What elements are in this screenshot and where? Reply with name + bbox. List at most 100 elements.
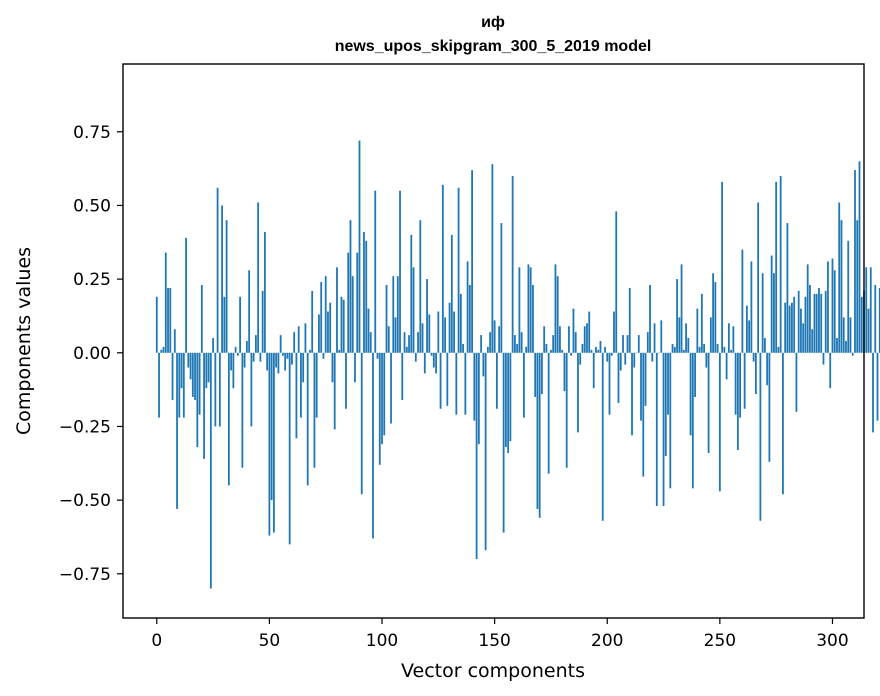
bar bbox=[779, 175, 782, 353]
bar bbox=[471, 170, 473, 353]
bar bbox=[304, 323, 307, 353]
bar bbox=[412, 267, 415, 353]
bar bbox=[802, 323, 805, 353]
bar bbox=[696, 308, 699, 353]
bar bbox=[628, 287, 631, 353]
bar bbox=[378, 352, 381, 465]
bar bbox=[786, 223, 789, 353]
bar bbox=[457, 187, 460, 353]
bar bbox=[752, 352, 755, 362]
bar bbox=[358, 140, 361, 353]
bar bbox=[282, 352, 284, 356]
bar bbox=[318, 314, 320, 353]
bar bbox=[651, 352, 654, 362]
bar bbox=[671, 343, 674, 353]
bar bbox=[836, 338, 838, 353]
bar bbox=[466, 261, 469, 353]
bar bbox=[399, 190, 401, 353]
bar bbox=[191, 352, 194, 397]
bar bbox=[516, 343, 519, 353]
bar bbox=[586, 323, 588, 353]
bar bbox=[216, 187, 219, 353]
bar bbox=[723, 346, 726, 353]
bar bbox=[556, 276, 559, 353]
bar bbox=[588, 311, 591, 353]
bar bbox=[182, 352, 185, 418]
bar bbox=[450, 234, 453, 353]
bar bbox=[545, 343, 548, 353]
bar bbox=[489, 332, 492, 353]
bar bbox=[205, 352, 208, 389]
bar bbox=[820, 293, 823, 353]
bar bbox=[514, 335, 516, 353]
bar bbox=[223, 296, 226, 353]
bar bbox=[676, 279, 678, 353]
bar bbox=[547, 352, 550, 474]
bar bbox=[523, 352, 525, 418]
bar bbox=[374, 190, 377, 353]
bar bbox=[565, 352, 568, 468]
bar bbox=[809, 285, 811, 353]
bar bbox=[736, 352, 739, 451]
bar bbox=[446, 352, 449, 406]
bar bbox=[243, 352, 246, 368]
bar bbox=[703, 343, 705, 353]
bar bbox=[252, 352, 255, 362]
bar bbox=[860, 296, 863, 353]
bar bbox=[838, 202, 841, 353]
bar bbox=[806, 264, 809, 353]
bar bbox=[176, 352, 178, 509]
bar bbox=[241, 352, 244, 468]
bar bbox=[171, 352, 174, 400]
chart-title-line2: news_upos_skipgram_300_5_2019 model bbox=[335, 38, 652, 55]
bar bbox=[218, 352, 221, 427]
bar bbox=[313, 352, 316, 468]
x-tick-label: 0 bbox=[151, 631, 162, 651]
bar bbox=[599, 341, 602, 353]
bar bbox=[351, 276, 354, 353]
bar bbox=[750, 261, 753, 353]
bar bbox=[597, 349, 600, 353]
bar bbox=[286, 352, 289, 359]
bar bbox=[827, 261, 829, 353]
bar bbox=[356, 252, 359, 353]
y-tick-label: 0.75 bbox=[73, 123, 111, 143]
x-tick-label: 200 bbox=[591, 631, 623, 651]
bar bbox=[435, 352, 437, 374]
bar bbox=[680, 264, 683, 353]
y-tick-label: 0.25 bbox=[73, 270, 111, 290]
bar bbox=[653, 323, 656, 353]
bar bbox=[833, 270, 836, 353]
bar bbox=[617, 352, 620, 403]
bar bbox=[302, 352, 305, 383]
bar bbox=[477, 352, 480, 445]
bar bbox=[667, 352, 669, 415]
bar bbox=[189, 352, 192, 380]
bar bbox=[658, 352, 660, 354]
bar bbox=[592, 352, 595, 389]
bar bbox=[419, 220, 422, 353]
bar bbox=[354, 352, 356, 383]
bar bbox=[414, 352, 417, 362]
bar bbox=[261, 290, 264, 353]
bar bbox=[685, 323, 687, 353]
bar bbox=[475, 352, 478, 560]
bar bbox=[577, 352, 579, 433]
bar bbox=[689, 352, 692, 436]
bar bbox=[273, 352, 275, 533]
bar bbox=[721, 181, 724, 353]
bar bbox=[640, 352, 642, 421]
bar bbox=[263, 231, 266, 353]
bar bbox=[448, 302, 451, 353]
bar bbox=[254, 335, 257, 353]
bar bbox=[718, 352, 721, 492]
bar bbox=[815, 293, 818, 353]
bar bbox=[716, 343, 719, 353]
bar bbox=[858, 161, 861, 353]
bar bbox=[829, 352, 832, 389]
bar bbox=[525, 346, 528, 353]
bar bbox=[284, 352, 287, 371]
bar bbox=[385, 285, 388, 353]
bar bbox=[173, 329, 176, 353]
bar bbox=[732, 326, 735, 353]
